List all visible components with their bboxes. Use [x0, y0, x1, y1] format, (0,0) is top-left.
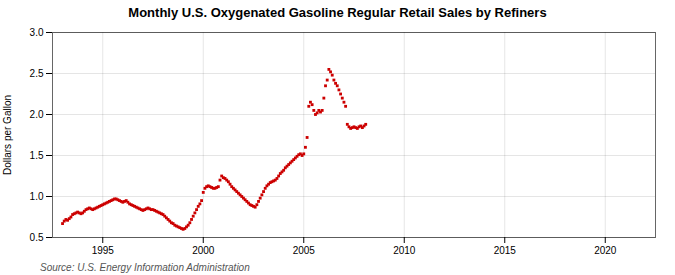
svg-text:2020: 2020	[594, 245, 617, 256]
svg-text:2.5: 2.5	[30, 68, 44, 79]
svg-text:3.0: 3.0	[30, 27, 44, 38]
svg-text:0.5: 0.5	[30, 232, 44, 243]
svg-text:2000: 2000	[192, 245, 215, 256]
svg-text:2015: 2015	[494, 245, 517, 256]
html-text:Source: U.S. Energy Informatio: Source: U.S. Energy Information Administ…	[40, 262, 250, 273]
svg-text:2005: 2005	[293, 245, 316, 256]
svg-text:1995: 1995	[92, 245, 115, 256]
svg-text:1.5: 1.5	[30, 150, 44, 161]
html-text:Monthly U.S. Oxygenated Gasoli: Monthly U.S. Oxygenated Gasoline Regular…	[128, 5, 547, 20]
svg-text:1.0: 1.0	[30, 191, 44, 202]
svg-text:2010: 2010	[393, 245, 416, 256]
svg-text:2.0: 2.0	[30, 109, 44, 120]
svg-text:Dollars per Gallon: Dollars per Gallon	[2, 95, 13, 175]
